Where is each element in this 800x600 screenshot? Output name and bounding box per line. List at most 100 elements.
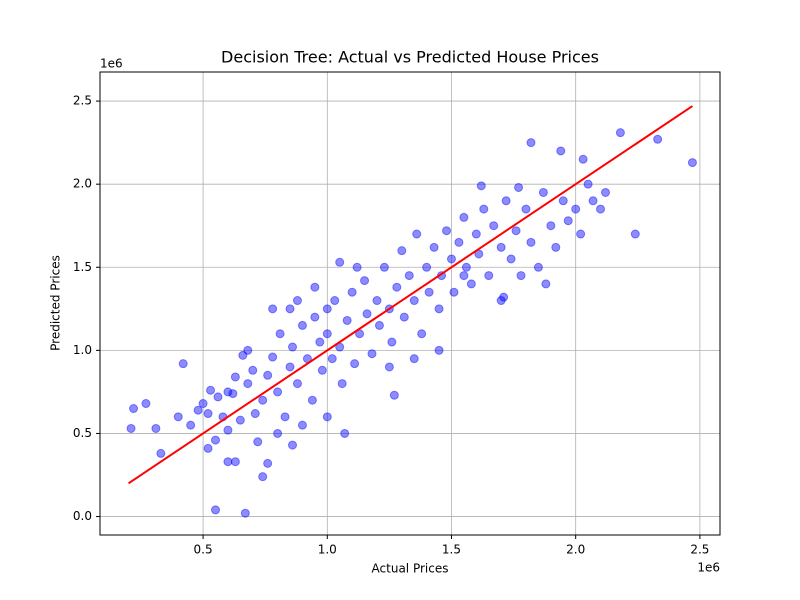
scatter-point	[129, 404, 139, 414]
scatter-point	[141, 399, 151, 409]
scatter-point	[273, 428, 283, 438]
plot-frame	[99, 71, 721, 536]
scatter-point	[268, 304, 278, 314]
scatter-point	[156, 448, 166, 458]
scatter-point	[429, 242, 439, 252]
scatter-point	[459, 271, 469, 281]
x-axis-label: Actual Prices	[372, 562, 449, 576]
scatter-point	[292, 296, 302, 306]
scatter-point	[538, 187, 548, 197]
scatter-point	[310, 312, 320, 322]
scatter-point	[243, 345, 253, 355]
scatter-point	[454, 237, 464, 247]
scatter-point	[397, 246, 407, 256]
scatter-point	[273, 387, 283, 397]
scatter-point	[449, 287, 459, 297]
scatter-point	[178, 359, 188, 369]
scatter-point	[578, 154, 588, 164]
scatter-point	[521, 204, 531, 214]
scatter-point	[322, 304, 332, 314]
scatter-point	[588, 196, 598, 206]
scatter-point	[653, 134, 663, 144]
scatter-point	[551, 242, 561, 252]
scatter-point	[213, 392, 223, 402]
scatter-point	[258, 395, 268, 405]
scatter-point	[409, 296, 419, 306]
scatter-point	[211, 505, 221, 515]
y-tick-label: 0.5	[73, 426, 92, 440]
scatter-point	[198, 399, 208, 409]
scatter-point	[479, 204, 489, 214]
scatter-point	[186, 420, 196, 430]
scatter-point	[600, 187, 610, 197]
scatter-point	[571, 204, 581, 214]
scatter-point	[489, 221, 499, 231]
scatter-point	[501, 196, 511, 206]
scatter-point	[360, 276, 370, 286]
y-tick-label: 2.0	[73, 177, 92, 191]
scatter-point	[258, 472, 268, 482]
scatter-point	[615, 128, 625, 138]
scatter-point	[253, 437, 263, 447]
fit-line	[128, 105, 693, 485]
scatter-point	[362, 309, 372, 319]
scatter-point	[404, 271, 414, 281]
scatter-point	[315, 337, 325, 347]
y-tick-label: 1.5	[73, 260, 92, 274]
x-tick-label: 1.5	[442, 543, 461, 557]
scatter-point	[297, 320, 307, 330]
scatter-point	[263, 370, 273, 380]
scatter-point	[384, 362, 394, 372]
x-tick-label: 2.5	[690, 543, 709, 557]
scatter-point	[342, 315, 352, 325]
scatter-point	[292, 379, 302, 389]
scatter-point	[526, 237, 536, 247]
scatter-point	[409, 354, 419, 364]
scatter-point	[558, 196, 568, 206]
scatter-point	[533, 262, 543, 272]
scatter-point	[327, 354, 337, 364]
scatter-point	[583, 179, 593, 189]
scatter-point	[392, 282, 402, 292]
scatter-point	[417, 329, 427, 339]
scatter-point	[228, 389, 238, 399]
scatter-point	[206, 385, 216, 395]
scatter-point	[322, 412, 332, 422]
scatter-point	[203, 443, 213, 453]
scatter-point	[223, 457, 233, 467]
scatter-point	[496, 242, 506, 252]
scatter-point	[240, 508, 250, 518]
scatter-point	[459, 212, 469, 222]
scatter-point	[350, 359, 360, 369]
scatter-point	[399, 312, 409, 322]
scatter-point	[173, 412, 183, 422]
scatter-point	[511, 226, 521, 236]
scatter-point	[372, 296, 382, 306]
scatter-point	[499, 292, 509, 302]
scatter-point	[687, 158, 697, 168]
scatter-point	[434, 345, 444, 355]
scatter-point	[422, 262, 432, 272]
scatter-point	[556, 146, 566, 156]
scatter-point	[285, 362, 295, 372]
scatter-point	[203, 409, 213, 419]
chart-title: Decision Tree: Actual vs Predicted House…	[221, 48, 599, 67]
scatter-point	[235, 415, 245, 425]
scatter-point	[268, 352, 278, 362]
scatter-point	[424, 287, 434, 297]
scatter-point	[288, 342, 298, 352]
y-tick-label: 0.0	[73, 509, 92, 523]
scatter-point	[596, 204, 606, 214]
scatter-point	[484, 271, 494, 281]
scatter-point	[347, 287, 357, 297]
scatter-point	[374, 320, 384, 330]
scatter-point	[250, 409, 260, 419]
y-tick-label: 1.0	[73, 343, 92, 357]
scatter-point	[275, 329, 285, 339]
scatter-point	[387, 337, 397, 347]
scatter-point	[223, 387, 233, 397]
scatter-point	[230, 457, 240, 467]
scatter-point	[285, 304, 295, 314]
scatter-point	[514, 183, 524, 193]
